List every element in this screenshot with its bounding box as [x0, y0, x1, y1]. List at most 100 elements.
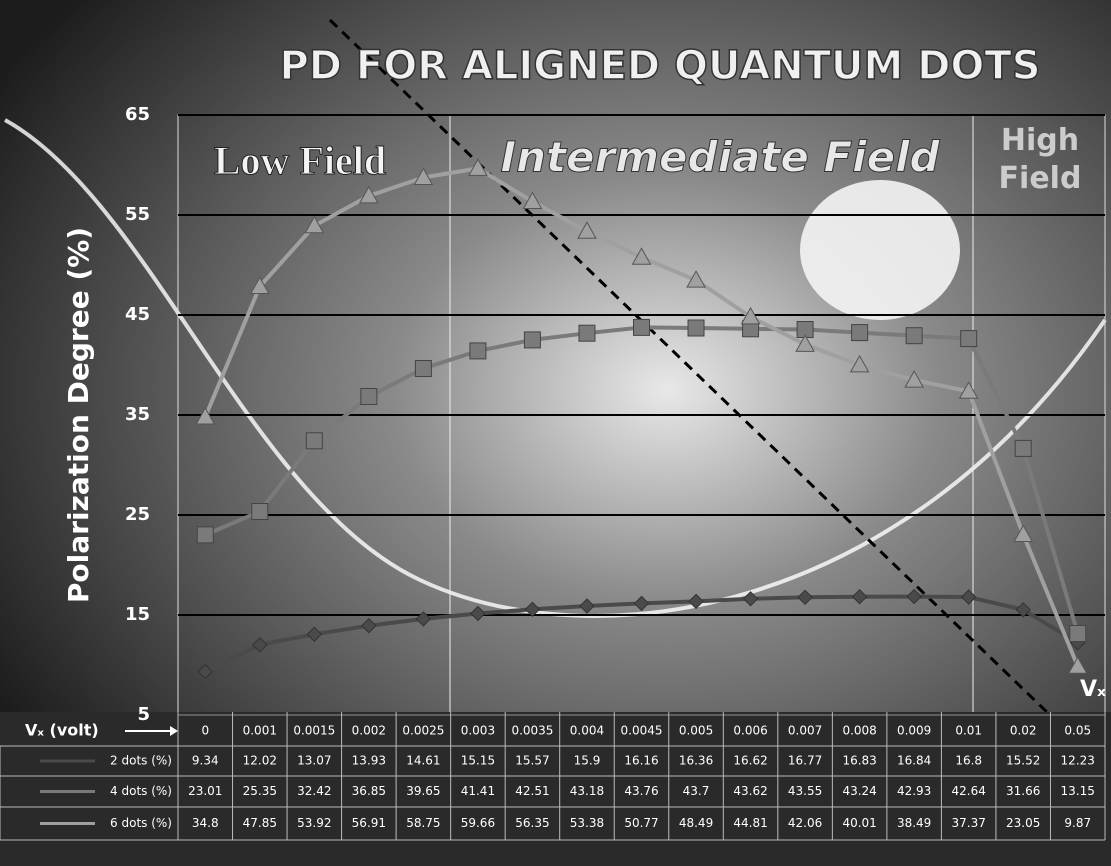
- y-tick-label: 5: [137, 704, 150, 725]
- region-label: Intermediate Field: [500, 133, 940, 182]
- marker: [687, 319, 705, 337]
- marker: [361, 617, 377, 634]
- marker: [358, 185, 379, 204]
- marker: [249, 276, 270, 294]
- marker: [522, 191, 543, 209]
- marker: [578, 324, 596, 342]
- table-cell: 15.52: [1006, 754, 1040, 768]
- table-cell: 38.49: [897, 816, 931, 830]
- table-cell: 53.92: [297, 816, 331, 830]
- x-axis-end-label: Vₓ: [1080, 677, 1106, 702]
- marker: [577, 221, 597, 239]
- table-cell: 13.07: [297, 754, 331, 768]
- table-cell: 14.61: [406, 754, 440, 768]
- marker: [305, 432, 323, 450]
- marker: [251, 503, 269, 520]
- x-tick-label: 0.0025: [402, 724, 444, 738]
- table-cell: 41.41: [461, 784, 495, 798]
- x-tick-label: 0: [201, 724, 209, 738]
- x-tick-label: 0.002: [352, 724, 386, 738]
- x-tick-label: 0.05: [1064, 724, 1091, 738]
- marker: [360, 388, 378, 405]
- x-tick-label: 0.009: [897, 724, 931, 738]
- table-cell: 13.93: [352, 754, 386, 768]
- table-cell: 15.57: [515, 754, 549, 768]
- marker: [688, 593, 704, 610]
- marker: [523, 331, 541, 349]
- table-cell: 44.81: [733, 816, 767, 830]
- marker: [468, 158, 488, 176]
- marker: [960, 589, 977, 605]
- table-cell: 15.9: [574, 754, 601, 768]
- marker: [795, 334, 815, 352]
- region-label-box: High Field: [998, 123, 1082, 196]
- table-cell: 43.62: [733, 784, 767, 798]
- table-cell: 9.34: [192, 754, 219, 768]
- table-cell: 56.35: [515, 816, 549, 830]
- table-cell: 16.62: [733, 754, 767, 768]
- marker: [1015, 602, 1031, 618]
- region-label: High Field: [998, 123, 1082, 196]
- x-tick-label: 0.0045: [621, 724, 663, 738]
- y-tick-label: 25: [125, 504, 150, 525]
- marker: [195, 406, 216, 425]
- marker: [740, 306, 761, 325]
- x-tick-label: 0.008: [842, 724, 876, 738]
- table-cell: 43.18: [570, 784, 604, 798]
- table-cell: 16.84: [897, 754, 931, 768]
- marker: [851, 588, 868, 605]
- x-tick-label: 0.01: [955, 724, 982, 738]
- table-cell: 43.55: [788, 784, 822, 798]
- table-cell: 47.85: [243, 816, 277, 830]
- y-tick-label: 55: [125, 204, 150, 225]
- marker: [524, 601, 541, 618]
- table-cell: 15.15: [461, 754, 495, 768]
- marker: [851, 324, 869, 342]
- marker: [904, 370, 925, 388]
- table-cell: 43.76: [624, 784, 658, 798]
- marker: [1014, 439, 1032, 457]
- x-tick-label: 0.0035: [511, 724, 553, 738]
- marker: [579, 598, 595, 614]
- marker: [686, 270, 706, 288]
- marker: [633, 318, 650, 336]
- marker: [797, 589, 813, 606]
- marker: [1069, 625, 1087, 642]
- legend-label: 6 dots (%): [110, 816, 172, 830]
- table-cell: 12.02: [243, 754, 277, 768]
- marker: [960, 330, 978, 348]
- marker: [906, 588, 922, 605]
- marker: [413, 167, 434, 185]
- dashed-diagonal: [328, 18, 1052, 717]
- y-tick-label: 45: [125, 304, 150, 325]
- marker: [742, 591, 759, 607]
- marker: [849, 354, 870, 373]
- marker: [469, 342, 487, 360]
- table-cell: 42.93: [897, 784, 931, 798]
- x-tick-label: 0.003: [461, 724, 495, 738]
- chart-title: PD FOR ALIGNED QUANTUM DOTS: [279, 43, 1040, 89]
- marker: [1013, 524, 1034, 542]
- marker: [304, 215, 325, 234]
- table-cell: 23.01: [188, 784, 222, 798]
- table-cell: 31.66: [1006, 784, 1040, 798]
- glow: [800, 180, 960, 320]
- table-cell: 9.87: [1064, 816, 1091, 830]
- marker: [252, 637, 268, 653]
- table-cell: 16.36: [679, 754, 713, 768]
- x-tick-label: 0.0015: [293, 724, 335, 738]
- table-cell: 42.06: [788, 816, 822, 830]
- table-cell: 32.42: [297, 784, 331, 798]
- table-cell: 43.24: [842, 784, 876, 798]
- x-tick-label: 0.007: [788, 724, 822, 738]
- table-cell: 42.64: [951, 784, 985, 798]
- table-cell: 12.23: [1061, 754, 1095, 768]
- table-cell: 50.77: [624, 816, 658, 830]
- decor-arc: [4, 118, 1107, 618]
- table-cell: 16.77: [788, 754, 822, 768]
- table-cell: 39.65: [406, 784, 440, 798]
- x-tick-label: 0.001: [243, 724, 277, 738]
- table-cell: 40.01: [842, 816, 876, 830]
